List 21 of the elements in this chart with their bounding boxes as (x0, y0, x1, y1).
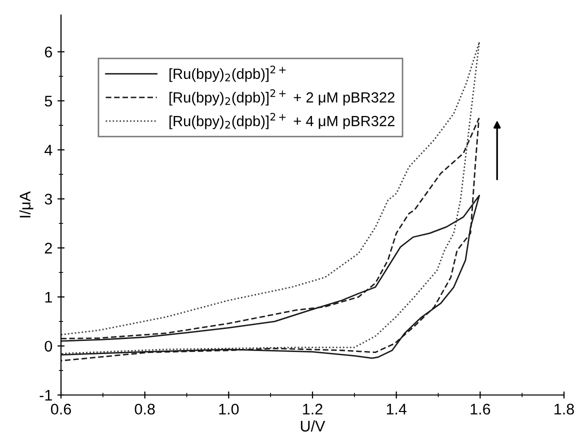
y-tick-label: -1 (40, 390, 52, 401)
line-series (61, 41, 480, 355)
x-axis-title: U/V (300, 420, 326, 432)
legend-label: [Ru(bpy)$_{2}$(dpb)]$^{2+}$ + 2 μM pBR322 (170, 89, 394, 106)
y-tick-label: 5 (44, 96, 52, 106)
y-tick-label: 1 (45, 292, 52, 302)
legend-label: [Ru(bpy)$_{2}$(dpb)]$^{2+}$ (170, 66, 286, 82)
y-tick-label: 6 (44, 46, 52, 58)
legend-label: [Ru(bpy)$_{2}$(dpb)]$^{2+}$ + 4 μM pBR322 (170, 112, 394, 130)
x-tick-label: 1.8 (554, 404, 574, 415)
y-axis-title: I/μA (19, 191, 34, 218)
x-tick-label: 1.6 (470, 404, 490, 415)
y-tick-label: 0 (44, 340, 52, 352)
x-tick-label: 1.2 (303, 404, 322, 414)
y-tick-label: 4 (44, 144, 52, 156)
x-tick-label: 1.0 (219, 404, 239, 415)
y-tick-label: 3 (44, 194, 52, 205)
x-tick-label: 0.6 (50, 404, 71, 415)
x-tick-label: 0.8 (134, 404, 155, 415)
x-tick-label: 1.4 (386, 404, 407, 414)
y-tick-label: 2 (44, 242, 52, 254)
